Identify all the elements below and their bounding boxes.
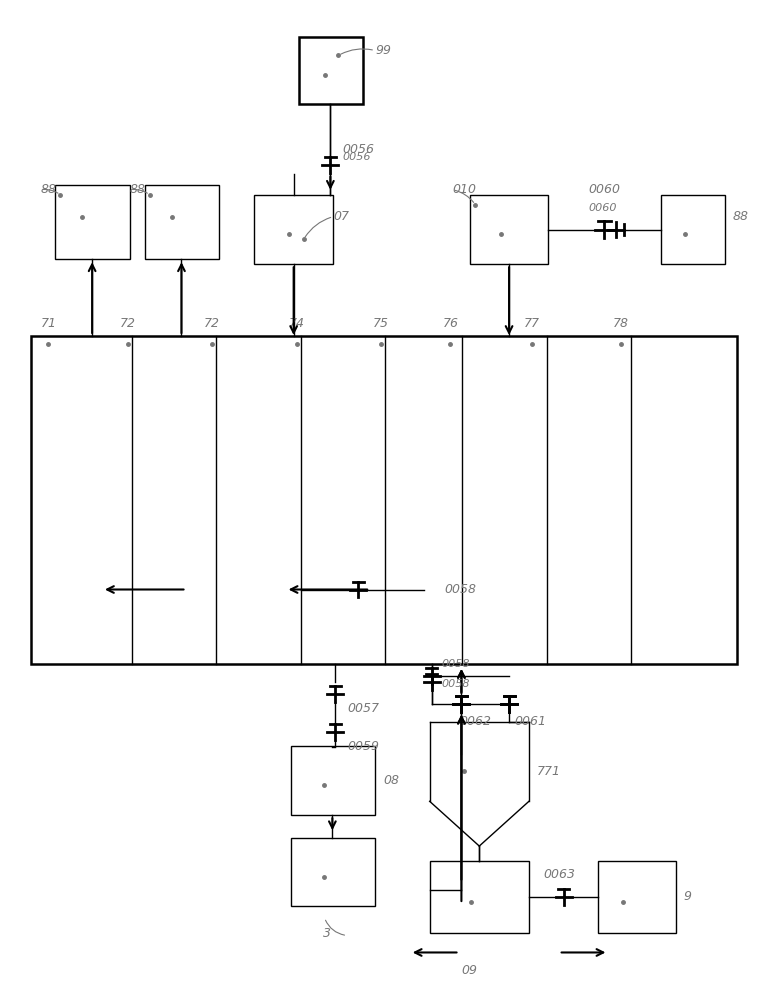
Text: 72: 72: [204, 317, 220, 330]
Text: 3: 3: [323, 927, 332, 940]
Text: 0059: 0059: [348, 740, 379, 753]
Text: 010: 010: [452, 183, 477, 196]
Text: 08: 08: [383, 774, 399, 787]
Text: 09: 09: [461, 964, 478, 977]
Text: 71: 71: [40, 317, 57, 330]
Text: 88: 88: [40, 183, 57, 196]
Bar: [290, 838, 375, 906]
Text: 0056: 0056: [342, 143, 374, 156]
Bar: [661, 195, 726, 264]
Bar: [598, 861, 676, 933]
Text: 0060: 0060: [588, 203, 617, 213]
Text: 0058: 0058: [442, 679, 470, 689]
Bar: [254, 195, 333, 264]
Text: 0061: 0061: [514, 715, 546, 728]
Bar: [299, 37, 363, 104]
Text: 0062: 0062: [459, 715, 491, 728]
Text: 0056: 0056: [342, 152, 371, 162]
Bar: [56, 185, 130, 259]
Text: 76: 76: [442, 317, 458, 330]
Text: 99: 99: [375, 44, 391, 57]
Bar: [471, 195, 548, 264]
Bar: [144, 185, 219, 259]
Bar: [290, 746, 375, 815]
Text: 07: 07: [333, 210, 349, 223]
Text: 9: 9: [684, 890, 691, 903]
Text: 88: 88: [130, 183, 146, 196]
Text: 77: 77: [524, 317, 540, 330]
Bar: [429, 861, 529, 933]
Text: 0063: 0063: [544, 868, 576, 881]
Text: 0058: 0058: [445, 583, 477, 596]
Bar: [31, 336, 737, 664]
Text: 75: 75: [373, 317, 389, 330]
Text: 72: 72: [120, 317, 136, 330]
Text: 0057: 0057: [348, 702, 379, 715]
Text: 88: 88: [733, 210, 749, 223]
Text: 771: 771: [537, 765, 561, 778]
Text: 0058: 0058: [442, 659, 470, 669]
Text: 78: 78: [613, 317, 630, 330]
Text: 0060: 0060: [588, 183, 620, 196]
Text: 74: 74: [289, 317, 305, 330]
